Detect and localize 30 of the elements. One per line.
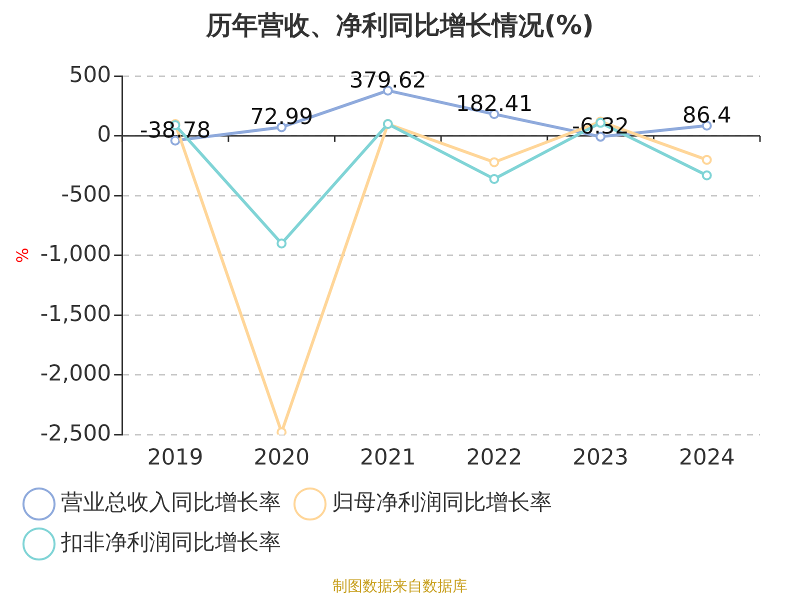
data-label: 379.62 <box>349 68 426 94</box>
point <box>276 238 287 248</box>
text: 制图数据来自数据库 <box>332 577 468 596</box>
y-tick-label: -2,000 <box>40 362 112 387</box>
point <box>489 174 500 184</box>
data-label: 72.99 <box>250 104 314 130</box>
point <box>489 157 500 168</box>
legend-label: 归母净利润同比增长率 <box>332 490 552 516</box>
x-tick-label: 2020 <box>254 446 310 471</box>
chart-title: 历年营收、净利同比增长情况(%) <box>204 10 595 43</box>
legend-label: 营业总收入同比增长率 <box>61 490 281 516</box>
y-tick-label: 0 <box>97 122 112 148</box>
point <box>702 154 712 165</box>
y-tick-label: 500 <box>69 62 112 88</box>
x-tick-label: 2024 <box>678 446 735 471</box>
data-label: -6.32 <box>572 114 629 140</box>
data-label: 86.4 <box>682 103 732 128</box>
y-tick-label: -1,500 <box>40 302 112 327</box>
point <box>702 170 712 180</box>
point <box>276 427 287 435</box>
y-tick-label: -1,000 <box>40 242 112 268</box>
y-tick-label: -2,500 <box>40 421 112 446</box>
data-label: 182.41 <box>456 92 533 117</box>
legend-label: 扣非净利润同比增长率 <box>60 530 281 556</box>
y-tick-label: -500 <box>61 182 112 208</box>
x-tick-label: 2021 <box>360 446 416 471</box>
x-tick-label: 2022 <box>466 446 522 471</box>
y-axis-title: % <box>12 248 32 263</box>
x-tick-label: 2019 <box>147 446 204 471</box>
x-tick-label: 2023 <box>572 446 629 471</box>
